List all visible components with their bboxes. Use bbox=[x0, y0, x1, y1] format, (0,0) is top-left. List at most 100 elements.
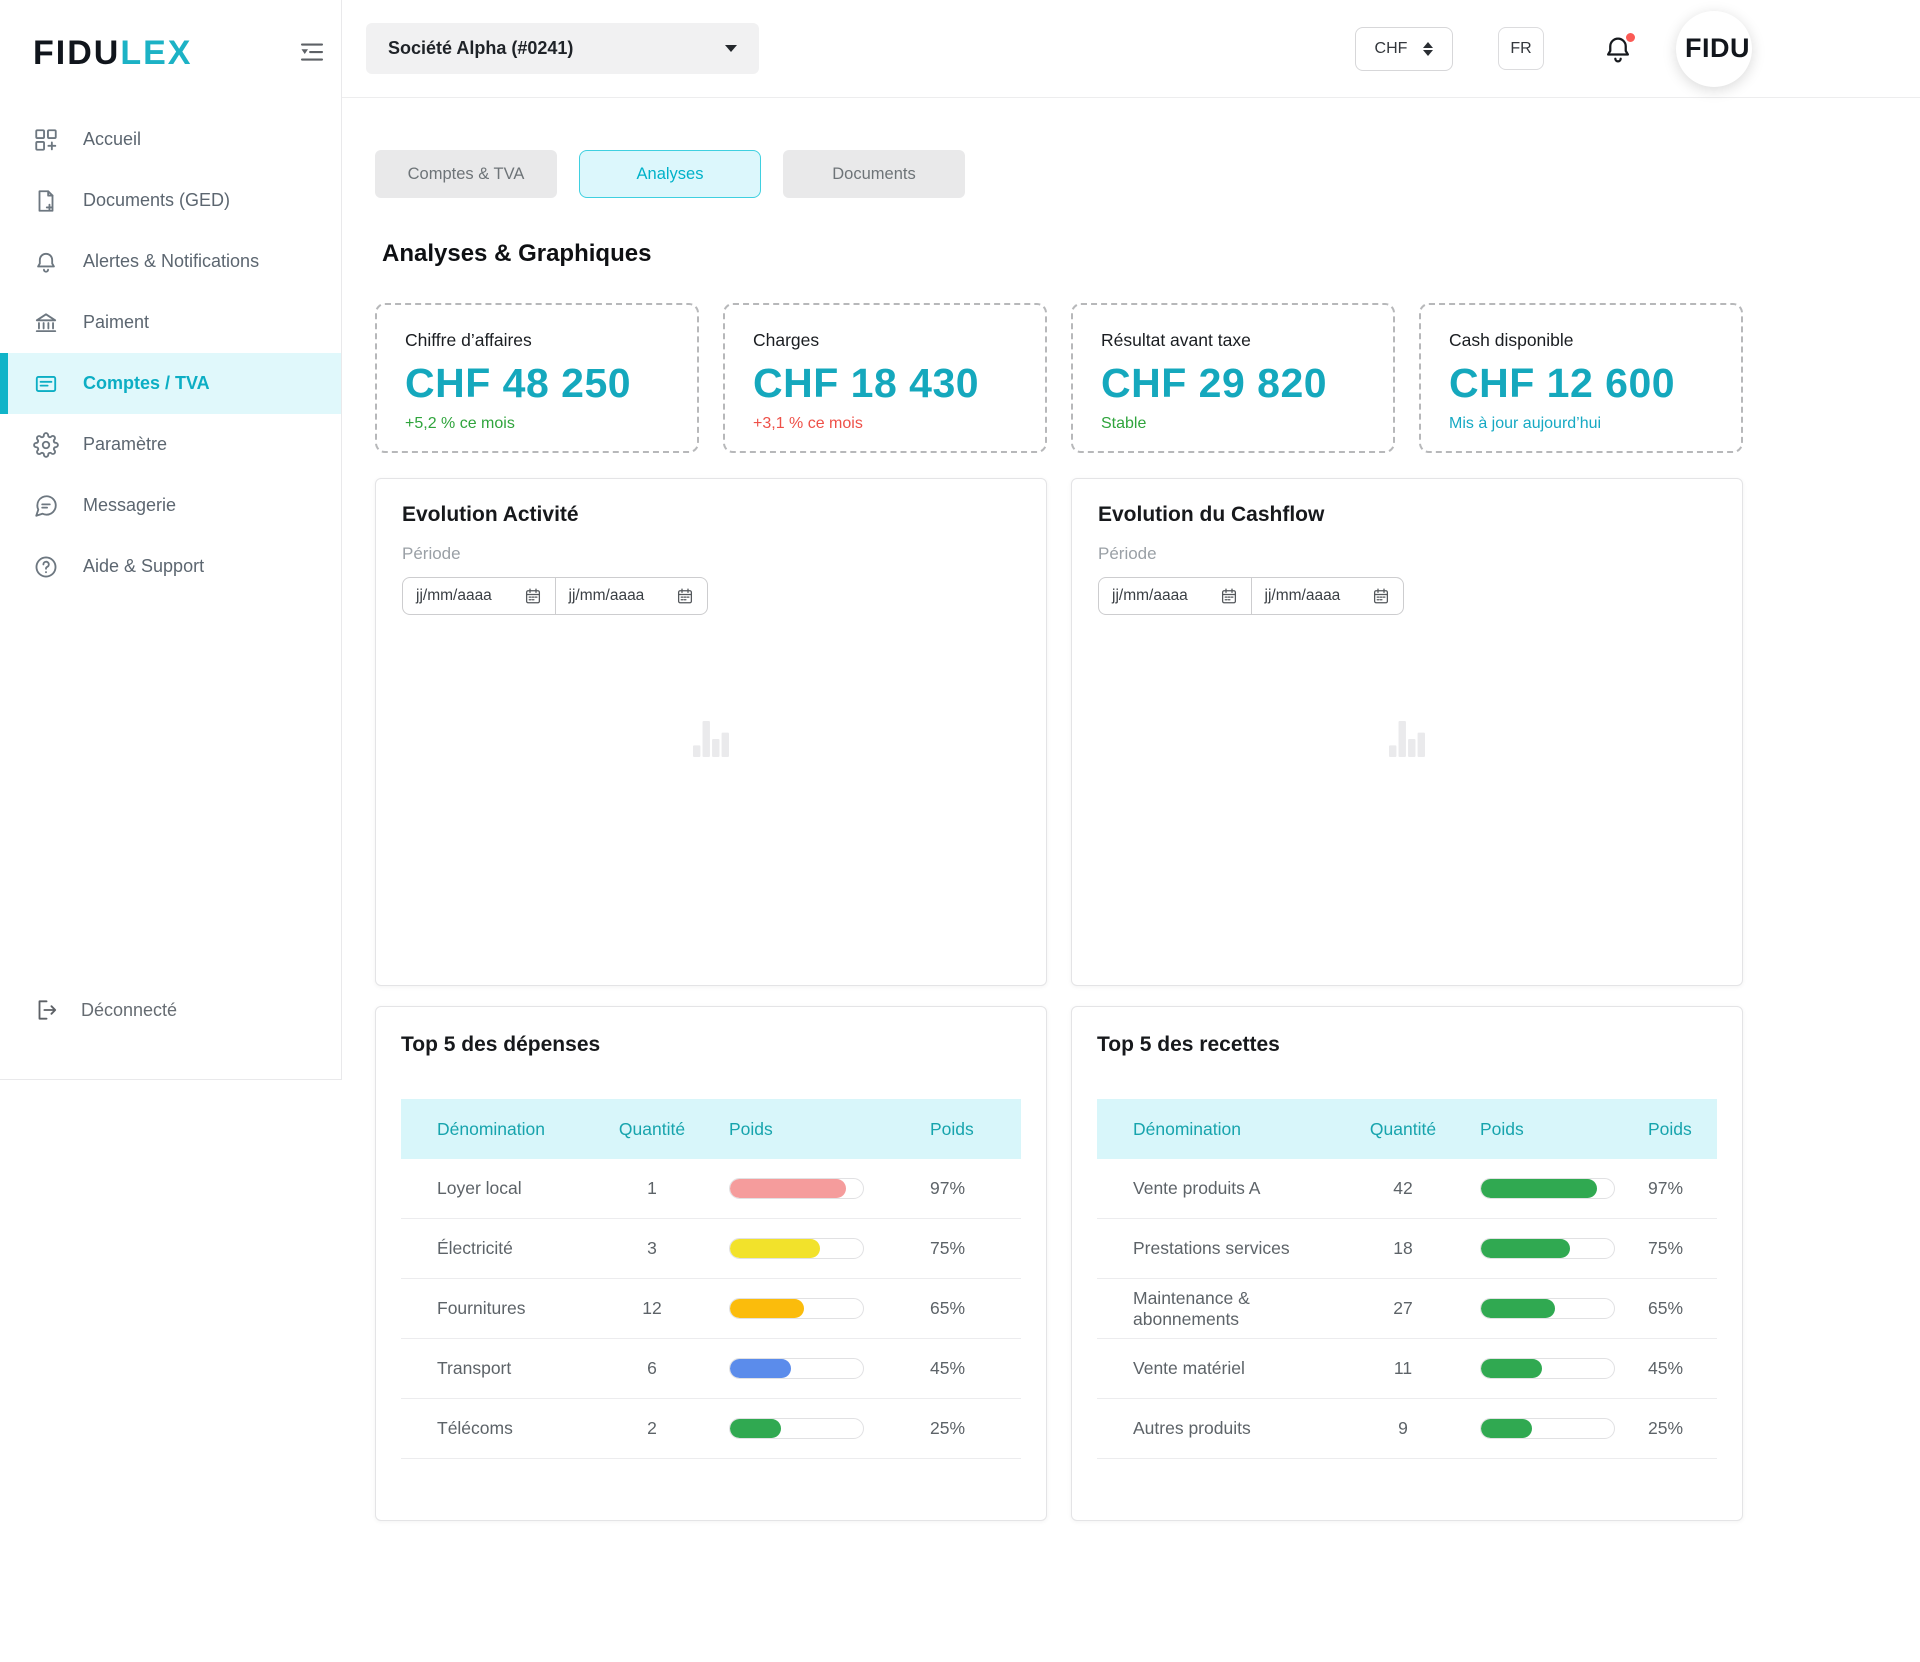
row-name: Vente matériel bbox=[1133, 1358, 1245, 1378]
row-name: Maintenance & abonnements bbox=[1133, 1287, 1250, 1329]
bell-icon bbox=[1607, 36, 1629, 62]
row-quantity: 42 bbox=[1393, 1178, 1413, 1198]
chart-card-evolution-activite: Evolution Activité Période jj/mm/aaaa jj… bbox=[375, 478, 1047, 986]
row-quantity: 9 bbox=[1398, 1418, 1408, 1438]
topbar: Société Alpha (#0241) CHF FR FIDU bbox=[342, 0, 1920, 98]
language-button[interactable]: FR bbox=[1498, 27, 1544, 70]
sidebar-item-parametre[interactable]: Paramètre bbox=[0, 414, 341, 475]
document-add-icon bbox=[33, 188, 59, 214]
column-header-poids-bar: Poids bbox=[729, 1118, 773, 1139]
kpi-value: CHF 12 600 bbox=[1449, 360, 1676, 406]
notifications-button[interactable] bbox=[1602, 30, 1637, 65]
kpi-value: CHF 29 820 bbox=[1101, 360, 1328, 406]
weight-bar bbox=[729, 1358, 864, 1379]
chart-title: Evolution du Cashflow bbox=[1098, 503, 1325, 526]
row-name: Électricité bbox=[437, 1238, 513, 1258]
row-name: Transport bbox=[437, 1358, 512, 1378]
row-name: Fournitures bbox=[437, 1298, 526, 1318]
sidebar-item-label: Paramètre bbox=[83, 434, 168, 454]
avatar[interactable]: FIDU bbox=[1676, 10, 1752, 87]
row-percent: 45% bbox=[930, 1358, 966, 1378]
kpi-card-charges: Charges CHF 18 430 +3,1 % ce mois bbox=[723, 303, 1047, 453]
date-start-input[interactable]: jj/mm/aaaa bbox=[1099, 578, 1251, 614]
period-label: Période bbox=[402, 544, 461, 563]
weight-bar bbox=[1480, 1298, 1615, 1319]
weight-bar bbox=[729, 1238, 864, 1259]
sidebar-item-label: Paiment bbox=[83, 312, 150, 332]
date-end-input[interactable]: jj/mm/aaaa bbox=[554, 578, 708, 614]
recettes-table: Dénomination Quantité Poids Poids Vente … bbox=[1097, 1099, 1717, 1459]
kpi-label: Cash disponible bbox=[1449, 330, 1574, 350]
kpi-trend: Mis à jour aujourd’hui bbox=[1449, 415, 1602, 432]
chevron-down-icon bbox=[725, 45, 737, 52]
collapse-menu-icon bbox=[300, 43, 324, 61]
currency-value: CHF bbox=[1374, 39, 1408, 57]
company-selector[interactable]: Société Alpha (#0241) bbox=[366, 23, 759, 74]
kpi-trend: Stable bbox=[1101, 415, 1147, 432]
sidebar-item-label: Accueil bbox=[83, 129, 142, 149]
ledger-icon bbox=[33, 371, 59, 397]
page-title: Analyses & Graphiques bbox=[382, 240, 652, 267]
row-quantity: 1 bbox=[647, 1178, 657, 1198]
table-row: Vente produits A 42 97% bbox=[1097, 1159, 1717, 1219]
sidebar-item-logout[interactable]: Déconnecté bbox=[33, 997, 177, 1023]
calendar-icon bbox=[1221, 588, 1236, 604]
sidebar-item-label: Documents (GED) bbox=[83, 190, 231, 210]
logo-text-accent: LEX bbox=[120, 34, 193, 72]
fidulex-logo: FIDULEX bbox=[33, 34, 192, 73]
bell-icon bbox=[33, 249, 59, 275]
date-end-input[interactable]: jj/mm/aaaa bbox=[1250, 578, 1404, 614]
sidebar-item-accueil[interactable]: Accueil bbox=[0, 109, 341, 170]
weight-bar bbox=[1480, 1358, 1615, 1379]
row-percent: 75% bbox=[930, 1238, 966, 1258]
sidebar-item-aide-support[interactable]: Aide & Support bbox=[0, 536, 341, 597]
main-area: Société Alpha (#0241) CHF FR FIDU bbox=[342, 0, 1920, 1662]
kpi-row: Chiffre d’affaires CHF 48 250 +5,2 % ce … bbox=[375, 303, 1745, 453]
sidebar-item-label: Comptes / TVA bbox=[83, 373, 210, 393]
sidebar-collapse-button[interactable] bbox=[295, 35, 329, 72]
chart-title: Evolution Activité bbox=[402, 503, 579, 526]
date-range-picker: jj/mm/aaaa jj/mm/aaaa bbox=[1098, 577, 1404, 615]
row-quantity: 6 bbox=[647, 1358, 657, 1378]
column-header-denomination: Dénomination bbox=[1133, 1118, 1241, 1139]
calendar-icon bbox=[677, 588, 693, 604]
row-name: Loyer local bbox=[437, 1178, 522, 1198]
calendar-icon bbox=[1373, 588, 1389, 604]
table-title: Top 5 des recettes bbox=[1097, 1033, 1280, 1056]
sidebar-item-messagerie[interactable]: Messagerie bbox=[0, 475, 341, 536]
sidebar-item-documents-ged[interactable]: Documents (GED) bbox=[0, 170, 341, 231]
sidebar-item-paiment[interactable]: Paiment bbox=[0, 292, 341, 353]
date-range-picker: jj/mm/aaaa jj/mm/aaaa bbox=[402, 577, 708, 615]
row-percent: 97% bbox=[1648, 1178, 1684, 1198]
row-percent: 45% bbox=[1648, 1358, 1684, 1378]
currency-selector[interactable]: CHF bbox=[1355, 26, 1453, 71]
table-header: Dénomination Quantité Poids Poids bbox=[1097, 1099, 1717, 1159]
help-icon bbox=[33, 554, 59, 580]
table-row: Vente matériel 11 45% bbox=[1097, 1339, 1717, 1399]
sidebar-menu: Accueil Documents (GED) Alertes & Notifi… bbox=[0, 109, 341, 597]
tab-analyses[interactable]: Analyses bbox=[579, 150, 761, 198]
tab-comptes-tva[interactable]: Comptes & TVA bbox=[375, 150, 557, 198]
tab-documents[interactable]: Documents bbox=[783, 150, 965, 198]
sidebar-item-comptes-tva[interactable]: Comptes / TVA bbox=[0, 353, 341, 414]
kpi-card-chiffre-affaires: Chiffre d’affaires CHF 48 250 +5,2 % ce … bbox=[375, 303, 699, 453]
column-header-quantite: Quantité bbox=[1369, 1118, 1437, 1139]
date-start-input[interactable]: jj/mm/aaaa bbox=[403, 578, 555, 614]
date-placeholder: jj/mm/aaaa bbox=[1264, 587, 1341, 604]
chart-placeholder-icon bbox=[1098, 721, 1716, 757]
table-header: Dénomination Quantité Poids Poids bbox=[401, 1099, 1021, 1159]
row-name: Télécoms bbox=[437, 1418, 513, 1438]
gear-icon bbox=[33, 431, 59, 458]
table-row: Électricité 3 75% bbox=[401, 1219, 1021, 1279]
sidebar-item-alertes[interactable]: Alertes & Notifications bbox=[0, 231, 341, 292]
bank-icon bbox=[33, 310, 59, 336]
company-selector-value: Société Alpha (#0241) bbox=[388, 38, 574, 58]
depenses-table: Dénomination Quantité Poids Poids Loyer … bbox=[401, 1099, 1021, 1459]
table-row: Transport 6 45% bbox=[401, 1339, 1021, 1399]
row-quantity: 2 bbox=[647, 1418, 657, 1438]
table-row: Télécoms 2 25% bbox=[401, 1399, 1021, 1459]
kpi-card-cash: Cash disponible CHF 12 600 Mis à jour au… bbox=[1419, 303, 1743, 453]
weight-bar bbox=[729, 1298, 864, 1319]
table-row: Prestations services 18 75% bbox=[1097, 1219, 1717, 1279]
column-header-poids-bar: Poids bbox=[1480, 1118, 1524, 1139]
